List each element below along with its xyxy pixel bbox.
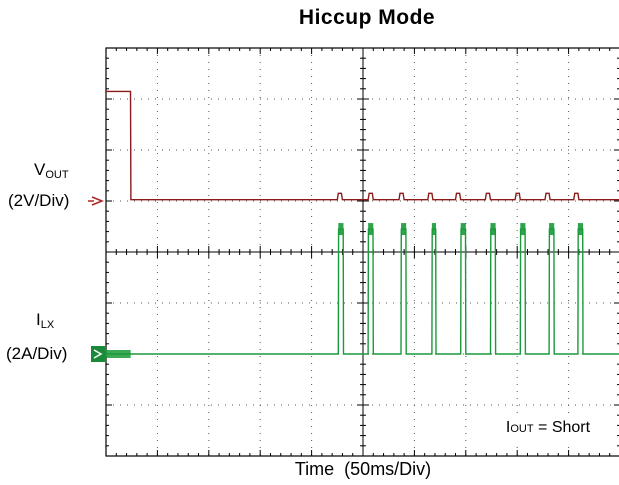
- ilx-burst-cap: [520, 223, 526, 236]
- ilx-burst-cap: [368, 223, 374, 236]
- ilx-burst-cap: [431, 223, 436, 236]
- ilx-burst-cap: [549, 223, 555, 236]
- vout-ground-marker: [91, 196, 105, 206]
- ilx-ground-marker-arrow: [93, 349, 103, 359]
- ilx-burst-cap: [577, 223, 583, 236]
- vout-scale-label: (2V/Div): [8, 191, 70, 210]
- ilx-label: ILX: [36, 310, 55, 331]
- x-axis-label: Time (50ms/Div): [294, 459, 432, 479]
- ilx-burst-cap: [460, 223, 466, 236]
- vout-label: VOUT: [34, 160, 69, 181]
- chart-title: Hiccup Mode: [298, 6, 436, 29]
- ilx-ground-marker: [91, 346, 105, 362]
- ilx-scale-label: (2A/Div): [6, 344, 68, 363]
- ilx-noise-band: [106, 350, 131, 358]
- vout-trace: [106, 90, 619, 201]
- traces: [106, 90, 619, 358]
- ilx-burst-cap: [401, 223, 407, 236]
- channel-markers: [88, 196, 105, 362]
- ilx-burst-cap: [338, 223, 344, 236]
- ilx-burst-cap: [490, 223, 496, 236]
- annotation-iout-short: IOUT = Short: [486, 415, 610, 441]
